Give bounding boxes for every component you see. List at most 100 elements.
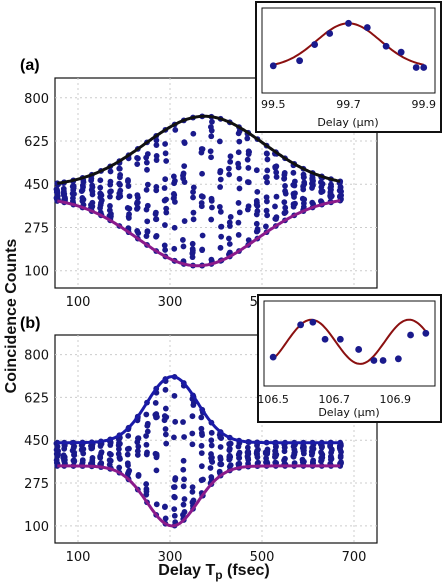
data-point [126,211,132,218]
data-point [180,501,187,508]
data-point [318,179,324,186]
inset-data-point [412,64,420,71]
data-point [190,216,197,223]
data-point [162,431,169,438]
data-point [125,183,132,189]
data-point [226,219,233,226]
data-point [143,186,150,193]
data-point [189,240,196,247]
data-point [162,141,169,147]
data-point [198,430,205,436]
data-point [143,441,150,448]
data-point [227,158,234,165]
x-axis-label-main: Delay T [158,562,215,579]
data-point [80,446,87,452]
data-point [154,414,160,420]
data-point [318,449,324,456]
data-point [272,448,279,455]
inset-x-tick-label: 106.7 [318,393,350,406]
data-point [235,219,242,226]
data-point [170,173,177,180]
data-point [227,153,234,160]
data-point [144,181,151,188]
data-point [319,454,326,461]
data-point [226,241,233,247]
data-point [281,170,288,176]
data-point [200,476,206,483]
data-point [181,434,187,440]
data-point [281,199,288,206]
data-point [153,153,160,159]
inset-data-point [336,335,344,343]
data-point [217,456,224,463]
data-point [163,414,170,421]
data-point [299,195,306,202]
data-point [97,205,103,211]
panel-b-upper-envelope [57,375,341,445]
data-point [217,434,224,441]
data-point [273,163,280,170]
data-point [226,235,232,242]
data-point [163,158,170,164]
data-point [235,232,242,238]
data-point [70,445,77,451]
data-point [199,247,206,254]
data-point [97,184,104,191]
panel-a-lower-envelope [57,199,341,268]
data-point [116,190,123,197]
data-point [198,442,205,449]
data-point [236,209,243,216]
data-point [190,209,197,216]
data-point [126,193,133,200]
data-point [309,185,315,191]
data-point [89,184,96,191]
data-point [144,218,151,225]
data-point [106,450,113,457]
data-point [162,405,169,412]
data-point [143,233,150,240]
data-point [143,486,150,493]
data-point [190,184,197,191]
data-point [264,156,271,163]
data-point [273,174,280,180]
data-point [98,192,105,199]
data-point [244,135,251,142]
data-point [245,165,252,171]
x-axis-label: Delay Tp (fsec) [158,562,269,582]
y-tick-label: 100 [24,265,49,280]
data-point [263,194,270,201]
data-point [153,137,160,144]
data-point [208,442,215,449]
data-point [264,212,271,219]
data-point [235,200,242,206]
data-point [171,484,178,490]
data-point [135,471,142,478]
data-point [135,435,142,442]
inset-x-tick-label: 99.5 [261,98,286,111]
data-point [162,150,169,157]
data-point [163,209,170,216]
inset-x-tick-label: 106.5 [257,393,289,406]
data-point [254,208,261,215]
data-point [263,223,269,230]
data-point [153,501,160,508]
data-point [161,185,168,191]
data-point [171,506,178,513]
data-point [290,169,297,176]
inset-data-point [407,331,414,339]
inset-data-point [326,30,334,37]
data-point [253,167,260,174]
data-point [218,461,225,468]
data-point [153,233,159,240]
data-point [264,179,270,186]
data-point [134,194,141,201]
data-point [116,180,123,187]
data-point [134,154,140,161]
inset-data-point [370,357,378,364]
data-point [181,139,188,146]
data-point [135,443,142,450]
data-point [292,190,298,197]
data-point [235,164,242,171]
inset-a-x-tick-labels: 99.5 99.7 99.9 [261,98,436,111]
data-point [125,177,131,183]
